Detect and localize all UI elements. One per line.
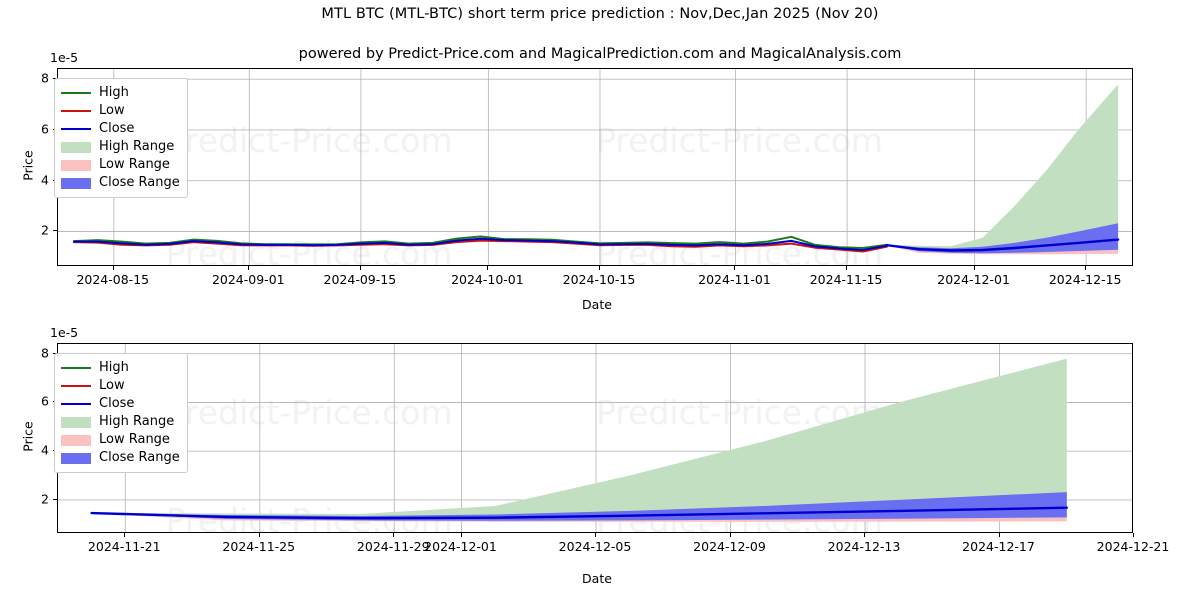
legend-item-close: Close — [61, 120, 180, 138]
band-close-range — [886, 223, 1119, 254]
top-legend: High Low Close High Range Low Range Close Ran… — [54, 78, 188, 198]
watermark-text: Predict-Price.com — [166, 234, 453, 266]
top-y-offset-text: 1e-5 — [50, 50, 79, 65]
legend-patch-swatch — [61, 452, 91, 464]
watermark-text: Predict-Price.com — [596, 121, 883, 160]
page-title: MTL BTC (MTL-BTC) short term price predi… — [321, 6, 879, 22]
legend-label: Close Range — [99, 450, 180, 465]
legend-label: Low — [99, 103, 125, 118]
legend-item-close-range: Close Range — [61, 174, 180, 192]
band-high-range — [886, 84, 1119, 252]
legend-patch-swatch — [61, 141, 91, 153]
legend-item-low: Low — [61, 377, 180, 395]
legend-line-swatch — [61, 128, 91, 130]
top-axis-label-x: Date — [582, 297, 612, 312]
legend-line-swatch — [61, 385, 91, 387]
legend-item-low: Low — [61, 102, 180, 120]
legend-patch-swatch — [61, 177, 91, 189]
legend-item-low-range: Low Range — [61, 431, 180, 449]
legend-label: Low Range — [99, 432, 170, 447]
watermark-text: Predict-Price.com — [166, 121, 453, 160]
legend-label: High — [99, 85, 129, 100]
legend-line-swatch — [61, 110, 91, 112]
series-line-low — [72, 239, 888, 253]
forecast-close-line — [885, 238, 1120, 252]
legend-line-swatch — [61, 367, 91, 369]
legend-label: High — [99, 360, 129, 375]
page-subtitle: powered by Predict-Price.com and Magical… — [298, 46, 902, 62]
legend-label: Close Range — [99, 175, 180, 190]
legend-label: High Range — [99, 139, 175, 154]
band-close-range — [91, 492, 1067, 521]
bottom-chart-svg: Predict-Price.com Predict-Price.comPredic… — [58, 344, 1132, 532]
top-axis-label-y: Price — [20, 150, 36, 181]
legend-item-high-range: High Range — [61, 138, 180, 156]
top-chart-svg: Predict-Price.com Predict-Price.com Predic… — [58, 69, 1132, 266]
bottom-axis-label-y: Price — [20, 421, 36, 452]
forecast-close-line — [90, 506, 1068, 520]
legend-patch-swatch — [61, 434, 91, 446]
bottom-plot-area: Predict-Price.com Predict-Price.com Predic… — [57, 343, 1133, 533]
watermark-text: Predict-Price.com — [166, 393, 453, 432]
legend-item-high-range: High Range — [61, 413, 180, 431]
legend-item-close: Close — [61, 395, 180, 413]
bottom-axis-label-x: Date — [582, 571, 612, 586]
legend-label: Low Range — [99, 157, 170, 172]
legend-label: Close — [99, 396, 135, 411]
series-line-close — [72, 237, 888, 251]
band-high-range — [91, 358, 1067, 519]
legend-line-swatch — [61, 92, 91, 94]
legend-label: High Range — [99, 414, 175, 429]
series-line-high — [72, 235, 888, 249]
legend-item-high: High — [61, 84, 180, 102]
bottom-y-offset-text: 1e-5 — [50, 325, 79, 340]
legend-label: Low — [99, 378, 125, 393]
legend-item-low-range: Low Range — [61, 156, 180, 174]
legend-label: Close — [99, 121, 135, 136]
bottom-legend: High Low Close High Range Low Range Close Ran… — [54, 353, 188, 473]
top-plot-area: Predict-Price.com Predict-Price.com Predic… — [57, 68, 1133, 266]
legend-patch-swatch — [61, 416, 91, 428]
legend-item-high: High — [61, 359, 180, 377]
legend-patch-swatch — [61, 159, 91, 171]
legend-item-close-range: Close Range — [61, 449, 180, 467]
legend-line-swatch — [61, 403, 91, 405]
